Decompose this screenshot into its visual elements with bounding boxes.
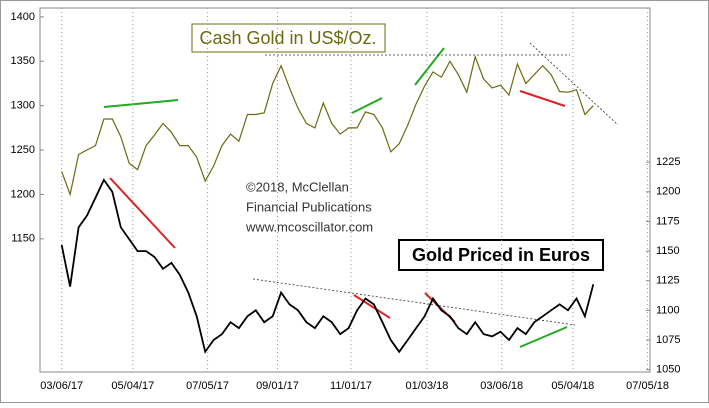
y-tick-label: 1300 xyxy=(11,100,35,112)
x-tick-label: 11/01/17 xyxy=(330,380,372,392)
y-tick-label: 1400 xyxy=(11,11,35,23)
trend-line xyxy=(103,99,179,108)
annotation: Financial Publications xyxy=(246,199,372,214)
legend-label: Gold Priced in Euros xyxy=(412,245,590,265)
y2-tick-label: 1225 xyxy=(656,156,680,168)
trend-line xyxy=(353,294,391,319)
annotation: www.mcoscillator.com xyxy=(245,219,373,234)
y-tick-label: 1150 xyxy=(11,233,35,245)
trend-line xyxy=(351,97,383,114)
x-tick-label: 03/06/17 xyxy=(40,380,83,392)
trend-line xyxy=(109,177,176,249)
x-tick-label: 01/03/18 xyxy=(406,380,449,392)
y2-tick-label: 1200 xyxy=(656,186,680,198)
x-tick-label: 03/06/18 xyxy=(480,380,523,392)
y-tick-label: 1350 xyxy=(11,55,35,67)
y2-tick-label: 1075 xyxy=(656,334,680,346)
trend-line xyxy=(414,47,445,86)
trend-lines xyxy=(103,47,568,348)
y2-tick-label: 1125 xyxy=(656,275,680,287)
x-tick-label: 05/04/17 xyxy=(111,380,154,392)
trend-line xyxy=(519,326,568,348)
annotation: ©2018, McClellan xyxy=(246,179,349,194)
x-tick-label: 09/01/17 xyxy=(256,380,299,392)
y-tick-label: 1200 xyxy=(11,188,35,200)
dotted-lines xyxy=(252,42,619,326)
legend-box xyxy=(398,239,604,271)
x-tick-label: 07/05/18 xyxy=(626,380,669,392)
y2-tick-label: 1050 xyxy=(656,364,680,376)
y2-tick-label: 1150 xyxy=(656,245,680,257)
y2-tick-label: 1100 xyxy=(656,304,680,316)
y2-tick-label: 1175 xyxy=(656,215,680,227)
series-line xyxy=(61,54,594,197)
legend-box xyxy=(191,23,386,53)
x-tick-label: 07/05/17 xyxy=(186,380,229,392)
series-line xyxy=(60,178,595,354)
dotted-line xyxy=(529,42,619,126)
y-tick-label: 1250 xyxy=(11,144,35,156)
legend-label: Cash Gold in US$/Oz. xyxy=(199,28,376,48)
x-tick-label: 05/04/18 xyxy=(551,380,594,392)
trend-line xyxy=(519,90,566,107)
